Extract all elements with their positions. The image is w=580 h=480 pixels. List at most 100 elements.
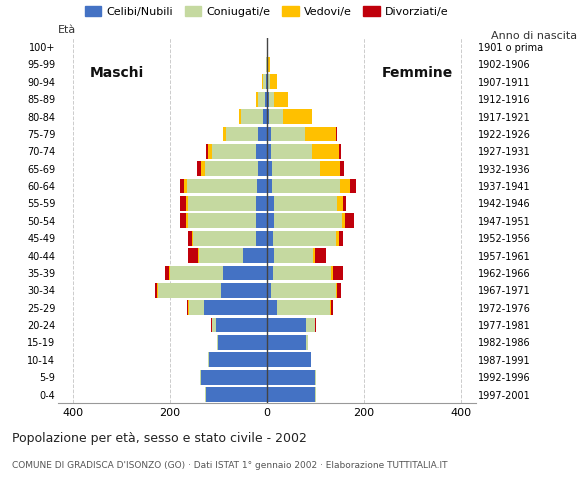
Bar: [277, 300, 330, 315]
Bar: [200, 370, 201, 384]
Bar: [157, 283, 158, 298]
Bar: [220, 283, 267, 298]
Bar: [310, 352, 311, 367]
Bar: [180, 214, 186, 228]
Bar: [274, 196, 337, 211]
Bar: [212, 318, 216, 333]
Bar: [188, 231, 192, 246]
Bar: [258, 161, 267, 176]
Bar: [188, 300, 189, 315]
Bar: [266, 74, 267, 89]
Bar: [269, 109, 283, 124]
Bar: [256, 196, 267, 211]
Bar: [267, 231, 273, 246]
Bar: [336, 127, 337, 141]
Bar: [267, 300, 277, 315]
Bar: [267, 335, 306, 350]
Text: Maschi: Maschi: [89, 66, 144, 80]
Bar: [186, 214, 188, 228]
Bar: [339, 144, 340, 159]
Bar: [267, 109, 269, 124]
Bar: [204, 300, 267, 315]
Bar: [267, 74, 268, 89]
Bar: [267, 161, 271, 176]
Bar: [312, 144, 339, 159]
Bar: [350, 179, 356, 193]
Bar: [187, 179, 257, 193]
Bar: [267, 283, 271, 298]
Bar: [267, 387, 316, 402]
Bar: [263, 74, 266, 89]
Bar: [267, 214, 274, 228]
Bar: [340, 161, 345, 176]
Bar: [320, 161, 340, 176]
Bar: [267, 57, 268, 72]
Bar: [184, 179, 187, 193]
Bar: [271, 283, 336, 298]
Bar: [258, 92, 265, 107]
Bar: [306, 318, 316, 333]
Bar: [180, 196, 186, 211]
Bar: [306, 335, 308, 350]
Bar: [267, 92, 269, 107]
Text: Anno di nascita: Anno di nascita: [491, 31, 577, 41]
Bar: [209, 352, 267, 367]
Bar: [265, 92, 267, 107]
Bar: [273, 265, 331, 280]
Bar: [223, 265, 267, 280]
Bar: [201, 370, 267, 384]
Bar: [271, 161, 320, 176]
Bar: [333, 265, 343, 280]
Bar: [337, 283, 341, 298]
Bar: [208, 144, 212, 159]
Bar: [339, 231, 343, 246]
Bar: [274, 92, 288, 107]
Bar: [268, 74, 270, 89]
Bar: [270, 74, 277, 89]
Bar: [266, 57, 267, 72]
Bar: [330, 300, 331, 315]
Bar: [267, 265, 273, 280]
Bar: [170, 265, 223, 280]
Bar: [158, 283, 220, 298]
Bar: [269, 92, 274, 107]
Bar: [211, 318, 212, 333]
Bar: [283, 109, 312, 124]
Bar: [340, 179, 350, 193]
Bar: [267, 40, 268, 54]
Bar: [267, 248, 274, 263]
Bar: [242, 248, 267, 263]
Bar: [189, 300, 204, 315]
Bar: [267, 144, 271, 159]
Bar: [193, 231, 256, 246]
Bar: [271, 144, 312, 159]
Bar: [197, 161, 201, 176]
Bar: [201, 161, 205, 176]
Bar: [186, 196, 188, 211]
Text: COMUNE DI GRADISCA D'ISONZO (GO) · Dati ISTAT 1° gennaio 2002 · Elaborazione TUT: COMUNE DI GRADISCA D'ISONZO (GO) · Dati …: [12, 461, 447, 470]
Bar: [343, 196, 346, 211]
Bar: [165, 265, 169, 280]
Bar: [198, 248, 199, 263]
Bar: [216, 318, 267, 333]
Bar: [241, 109, 263, 124]
Bar: [227, 127, 258, 141]
Bar: [346, 214, 354, 228]
Bar: [315, 248, 325, 263]
Bar: [267, 179, 271, 193]
Bar: [206, 144, 208, 159]
Bar: [155, 283, 157, 298]
Bar: [271, 127, 304, 141]
Bar: [188, 214, 256, 228]
Bar: [169, 265, 170, 280]
Bar: [262, 74, 263, 89]
Bar: [267, 318, 306, 333]
Bar: [263, 109, 267, 124]
Bar: [274, 248, 313, 263]
Text: Età: Età: [58, 25, 76, 35]
Bar: [205, 387, 206, 402]
Bar: [188, 248, 198, 263]
Bar: [208, 352, 209, 367]
Bar: [331, 300, 333, 315]
Legend: Celibi/Nubili, Coniugati/e, Vedovi/e, Divorziati/e: Celibi/Nubili, Coniugati/e, Vedovi/e, Di…: [80, 2, 454, 21]
